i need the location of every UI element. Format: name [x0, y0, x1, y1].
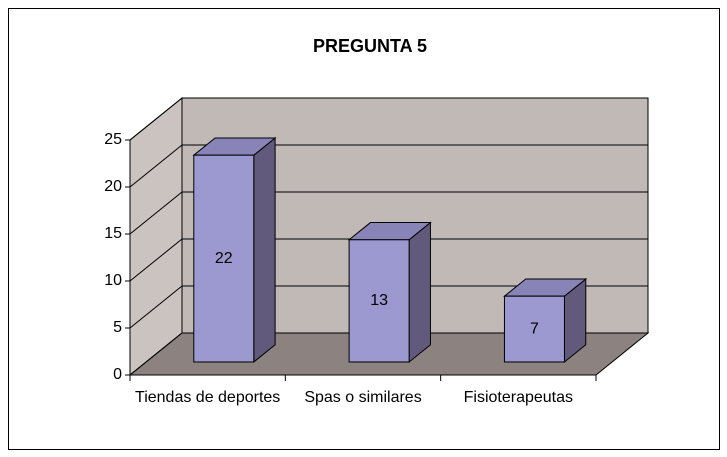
bar-side [253, 136, 276, 364]
y-tick-label: 20 [104, 178, 122, 195]
grid-line [129, 238, 648, 282]
x-tick-label: Spas o similares [304, 389, 422, 406]
bar [348, 239, 410, 363]
side-wall [129, 96, 183, 377]
y-tick-label: 25 [104, 131, 122, 148]
grid-line [129, 144, 648, 188]
bar [193, 154, 255, 363]
value-label: 7 [530, 320, 539, 337]
chart-title: PREGUNTA 5 [313, 36, 427, 56]
y-tick-label: 5 [113, 319, 122, 336]
value-label: 13 [370, 292, 388, 309]
bar [503, 295, 565, 363]
grid-line [129, 191, 648, 235]
grid-line [129, 285, 648, 329]
grid-line [129, 97, 648, 141]
bar-side [408, 221, 431, 364]
grid-line [129, 332, 648, 376]
x-tick-label: Tiendas de deportes [135, 389, 281, 406]
value-label: 22 [215, 250, 233, 267]
x-tick-label: Fisioterapeutas [463, 389, 574, 406]
y-tick-label: 10 [104, 272, 122, 289]
y-tick-label: 15 [104, 225, 122, 242]
y-tick-label: 0 [113, 366, 122, 383]
